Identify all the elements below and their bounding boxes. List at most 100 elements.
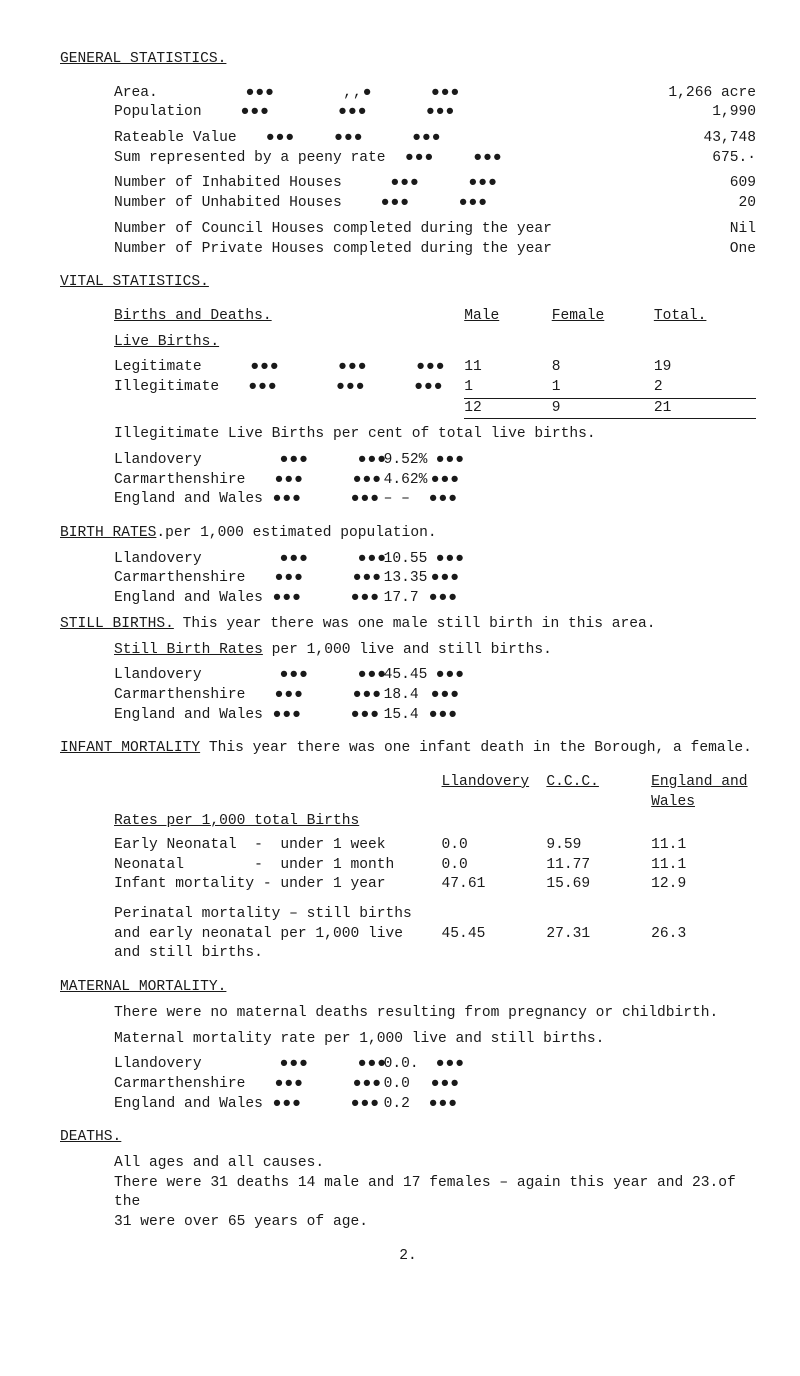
row-council: Number of Council Houses completed durin… xyxy=(114,220,756,240)
label-population: Population xyxy=(114,104,202,120)
pct-ll-label: Llandovery xyxy=(114,452,202,468)
document-page: GENERAL STATISTICS. Area. ●●● ,,● ●●● 1,… xyxy=(0,0,800,1376)
heading-infant-mortality: INFANT MORTALITY xyxy=(60,740,200,756)
inf-early-label: Early Neonatal - under 1 week xyxy=(114,836,442,856)
br-ll-label: Llandovery xyxy=(114,551,202,567)
pct-ew-label: England and Wales xyxy=(114,491,263,507)
inf-im-b: 15.69 xyxy=(546,875,651,895)
row-neonatal: Neonatal - under 1 month 0.0 11.77 11.1 xyxy=(114,856,756,876)
inf-early-c: 11.1 xyxy=(651,836,756,856)
tot-male: 12 xyxy=(464,398,552,419)
table-row: Carmarthenshire ●●● ●●● ●●● 4.62% xyxy=(114,471,499,491)
inf-peri-label1: Perinatal mortality – still births xyxy=(114,905,442,925)
inf-im-label: Infant mortality - under 1 year xyxy=(114,875,442,895)
row-uninhabited: Number of Unhabited Houses ●●● ●●● 20 xyxy=(114,194,756,214)
inf-neo-b: 11.77 xyxy=(546,856,651,876)
row-rateable: Rateable Value ●●● ●●● ●●● 43,748 xyxy=(114,129,756,149)
row-perinatal-2: and early neonatal per 1,000 live 45.45 … xyxy=(114,925,756,945)
stillrates-table: Llandovery ●●● ●●● ●●● 45.45 Carmarthens… xyxy=(114,666,499,725)
inf-col-ew2: Wales xyxy=(651,794,695,810)
table-row: Llandovery ●●● ●●● ●●● 10.55 xyxy=(114,550,499,570)
birthrates-suffix: .per 1,000 estimated population. xyxy=(156,525,436,541)
inf-im-c: 12.9 xyxy=(651,875,756,895)
row-illegitimate: Illegitimate ●●● ●●● ●●● 1 1 2 xyxy=(114,378,756,398)
row-inhabited: Number of Inhabited Houses ●●● ●●● 609 xyxy=(114,174,756,194)
heading-general-statistics: GENERAL STATISTICS. xyxy=(60,50,756,70)
inf-neo-label: Neonatal - under 1 month xyxy=(114,856,442,876)
table-row: England and Wales ●●● ●●● ●●● 17.7 xyxy=(114,589,499,609)
sr-cm-label: Carmarthenshire xyxy=(114,687,245,703)
infant-line: INFANT MORTALITY This year there was one… xyxy=(60,739,756,759)
inf-col-ll: Llandovery xyxy=(442,774,530,790)
row-sum: Sum represented by a peeny rate ●●● ●●● … xyxy=(114,149,756,169)
value-sum: 675.· xyxy=(712,149,756,169)
row-private: Number of Private Houses completed durin… xyxy=(114,240,756,260)
heading-births-deaths: Births and Deaths. xyxy=(114,308,272,324)
general-block: Area. ●●● ,,● ●●● 1,266 acre Population … xyxy=(114,84,756,260)
label-legitimate: Legitimate xyxy=(114,359,202,375)
value-area: 1,266 acre xyxy=(668,84,756,104)
label-inhabited: Number of Inhabited Houses xyxy=(114,175,342,191)
birthrates-line: BIRTH RATES.per 1,000 estimated populati… xyxy=(60,524,756,544)
heading-deaths: DEATHS. xyxy=(60,1128,756,1148)
table-row: Llandovery ●●● ●●● ●●● 0.0. xyxy=(114,1055,499,1075)
stillbirths-line: STILL BIRTHS. This year there was one ma… xyxy=(60,615,756,635)
row-legitimate: Legitimate ●●● ●●● ●●● 11 8 19 xyxy=(114,358,756,378)
mm-ew-label: England and Wales xyxy=(114,1096,263,1112)
row-perinatal-3: and still births. xyxy=(114,944,756,964)
heading-maternal-mortality: MATERNAL MORTALITY. xyxy=(60,978,756,998)
mm-cm-label: Carmarthenshire xyxy=(114,1076,245,1092)
legit-total: 19 xyxy=(654,358,756,378)
table-row: Carmarthenshire ●●● ●●● ●●● 0.0 xyxy=(114,1075,499,1095)
heading-birth-rates: BIRTH RATES xyxy=(60,525,156,541)
row-perinatal-1: Perinatal mortality – still births xyxy=(114,905,756,925)
table-row: Llandovery ●●● ●●● ●●● 45.45 xyxy=(114,666,499,686)
inf-peri-label2: and early neonatal per 1,000 live xyxy=(114,925,442,945)
illeg-total: 2 xyxy=(654,378,756,398)
pct-cm-label: Carmarthenshire xyxy=(114,472,245,488)
illegit-pct-heading: Illegitimate Live Births per cent of tot… xyxy=(114,425,756,445)
vital-block: Births and Deaths. Male Female Total. Li… xyxy=(114,307,756,510)
tot-female: 9 xyxy=(552,398,654,419)
table-row: Carmarthenshire ●●● ●●● ●●● 18.4 xyxy=(114,686,499,706)
heading-vital-statistics: VITAL STATISTICS. xyxy=(60,273,756,293)
inf-peri-a: 45.45 xyxy=(442,925,547,945)
inf-neo-c: 11.1 xyxy=(651,856,756,876)
illeg-female: 1 xyxy=(552,378,654,398)
illegit-pct-table: Llandovery ●●● ●●● ●●● 9.52% Carmarthens… xyxy=(114,451,499,510)
row-population: Population ●●● ●●● ●●● 1,990 xyxy=(114,103,756,123)
table-row: Live Births. xyxy=(114,333,756,353)
stillrates-line: Still Birth Rates per 1,000 live and sti… xyxy=(114,641,756,661)
inf-col-ew: England and xyxy=(651,774,747,790)
inf-early-b: 9.59 xyxy=(546,836,651,856)
illeg-male: 1 xyxy=(464,378,552,398)
heading-still-birth-rates: Still Birth Rates xyxy=(114,642,263,658)
table-row: England and Wales ●●● ●●● ●●● 15.4 xyxy=(114,706,499,726)
deaths-p1: All ages and all causes. xyxy=(114,1154,756,1174)
legit-female: 8 xyxy=(552,358,654,378)
infant-text: This year there was one infant death in … xyxy=(200,740,752,756)
value-inhabited: 609 xyxy=(730,174,756,194)
page-number: 2. xyxy=(60,1247,756,1267)
label-council: Number of Council Houses completed durin… xyxy=(114,220,552,240)
heading-live-births: Live Births. xyxy=(114,334,219,350)
deaths-p3: 31 were over 65 years of age. xyxy=(114,1213,756,1233)
value-council: Nil xyxy=(730,220,756,240)
infant-table: Llandovery C.C.C. England and Wales Rate… xyxy=(114,773,756,964)
label-uninhabited: Number of Unhabited Houses xyxy=(114,195,342,211)
table-row: Carmarthenshire ●●● ●●● ●●● 13.35 xyxy=(114,569,499,589)
table-row: England and Wales ●●● ●●● ●●● 0.2 xyxy=(114,1095,499,1115)
col-male: Male xyxy=(464,308,499,324)
deaths-p2: There were 31 deaths 14 male and 17 fema… xyxy=(114,1174,756,1213)
label-area: Area. xyxy=(114,85,158,101)
row-infant-mortality: Infant mortality - under 1 year 47.61 15… xyxy=(114,875,756,895)
heading-still-births: STILL BIRTHS. xyxy=(60,616,174,632)
table-row: England and Wales ●●● ●●● ●●● – – xyxy=(114,490,499,510)
births-table: Births and Deaths. Male Female Total. Li… xyxy=(114,307,756,419)
inf-col-ccc: C.C.C. xyxy=(546,774,599,790)
inf-peri-c: 26.3 xyxy=(651,925,756,945)
stillrates-suffix: per 1,000 live and still births. xyxy=(263,642,552,658)
rates-per-heading: Rates per 1,000 total Births xyxy=(114,813,359,829)
value-population: 1,990 xyxy=(712,103,756,123)
inf-peri-b: 27.31 xyxy=(546,925,651,945)
